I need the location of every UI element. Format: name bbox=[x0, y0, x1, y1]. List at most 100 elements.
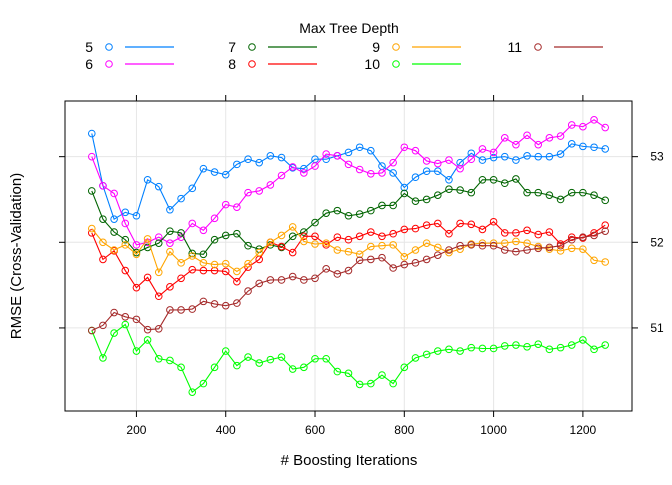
legend-marker bbox=[105, 60, 113, 68]
data-point bbox=[389, 158, 397, 167]
data-point bbox=[166, 205, 174, 214]
data-point bbox=[456, 158, 464, 167]
data-point bbox=[300, 237, 308, 246]
data-point bbox=[545, 243, 554, 252]
data-point bbox=[411, 224, 420, 233]
data-point bbox=[311, 354, 319, 363]
data-point bbox=[244, 188, 252, 197]
data-point bbox=[478, 175, 487, 184]
data-point bbox=[266, 181, 275, 189]
data-point bbox=[166, 227, 174, 235]
data-point bbox=[378, 169, 386, 177]
data-point bbox=[255, 359, 264, 367]
data-point bbox=[277, 153, 286, 162]
x-tick-label: 800 bbox=[394, 423, 414, 437]
data-point bbox=[154, 268, 163, 277]
data-point bbox=[400, 183, 409, 192]
data-point bbox=[367, 379, 375, 388]
data-point bbox=[233, 229, 241, 238]
data-point bbox=[121, 266, 130, 275]
data-point bbox=[177, 259, 185, 267]
data-point bbox=[333, 367, 342, 376]
data-point bbox=[478, 145, 487, 153]
data-point bbox=[433, 219, 442, 228]
data-point bbox=[445, 156, 453, 164]
data-point bbox=[355, 232, 364, 241]
data-point bbox=[177, 194, 185, 203]
data-point bbox=[87, 326, 96, 335]
data-point bbox=[322, 209, 330, 217]
data-point bbox=[344, 211, 353, 220]
data-point bbox=[199, 266, 208, 275]
data-point bbox=[601, 145, 610, 153]
series-5 bbox=[87, 129, 610, 223]
data-point bbox=[132, 283, 141, 292]
legend-marker bbox=[248, 43, 256, 51]
data-point bbox=[445, 248, 453, 257]
series-7 bbox=[87, 175, 610, 259]
data-point bbox=[188, 219, 197, 228]
data-point bbox=[534, 152, 543, 161]
data-point bbox=[389, 241, 397, 249]
data-point bbox=[266, 152, 275, 160]
data-point bbox=[389, 169, 397, 177]
data-point bbox=[489, 241, 498, 250]
data-point bbox=[210, 260, 219, 269]
axes: 200 400 600 800 1000 1200 51 52 53 bbox=[59, 95, 664, 437]
legend-marker bbox=[392, 43, 400, 51]
data-point bbox=[567, 244, 576, 253]
data-point bbox=[188, 249, 197, 258]
data-point bbox=[110, 329, 118, 337]
data-point bbox=[266, 238, 275, 247]
data-point bbox=[400, 260, 409, 269]
data-point bbox=[500, 342, 509, 350]
data-point bbox=[467, 155, 476, 164]
data-point bbox=[110, 189, 118, 198]
data-point bbox=[411, 173, 420, 182]
data-point bbox=[110, 246, 118, 254]
data-point bbox=[199, 250, 208, 259]
data-point bbox=[177, 363, 185, 372]
data-point bbox=[445, 229, 453, 238]
data-point bbox=[244, 353, 252, 361]
data-point bbox=[277, 242, 286, 251]
data-point bbox=[478, 239, 487, 247]
data-point bbox=[400, 363, 409, 372]
data-point bbox=[255, 248, 264, 257]
data-point bbox=[121, 219, 130, 228]
legend-marker bbox=[105, 43, 113, 51]
data-point bbox=[478, 241, 487, 250]
data-point bbox=[322, 239, 330, 247]
data-point bbox=[389, 229, 397, 238]
data-point bbox=[199, 259, 208, 267]
data-point bbox=[333, 246, 342, 254]
data-point bbox=[154, 292, 163, 301]
plot-frame bbox=[64, 100, 633, 412]
data-point bbox=[355, 380, 364, 389]
data-point bbox=[567, 121, 576, 129]
data-point bbox=[322, 155, 330, 164]
data-point bbox=[422, 157, 431, 165]
data-point bbox=[489, 148, 498, 157]
data-point bbox=[467, 149, 476, 158]
series-9 bbox=[87, 223, 610, 277]
data-point bbox=[233, 203, 241, 211]
data-point bbox=[300, 164, 308, 173]
data-point bbox=[210, 266, 219, 275]
data-point bbox=[210, 300, 219, 308]
data-point bbox=[567, 233, 576, 241]
data-point bbox=[154, 354, 163, 363]
data-point bbox=[389, 264, 397, 272]
data-point bbox=[500, 229, 509, 237]
legend-item-11: 11 bbox=[507, 39, 603, 55]
data-point bbox=[333, 233, 342, 241]
data-point bbox=[177, 306, 185, 314]
grid bbox=[65, 101, 632, 411]
data-point bbox=[143, 325, 152, 334]
data-point bbox=[512, 237, 520, 246]
data-point bbox=[322, 150, 330, 158]
data-point bbox=[590, 191, 598, 199]
data-point bbox=[467, 188, 476, 197]
data-point bbox=[456, 186, 464, 194]
data-point bbox=[221, 347, 230, 355]
